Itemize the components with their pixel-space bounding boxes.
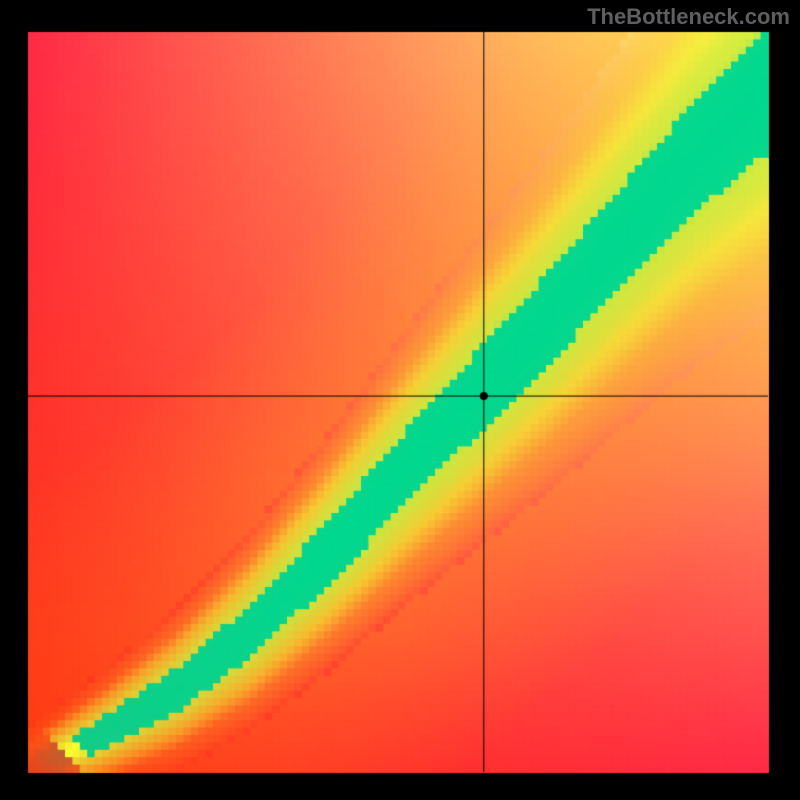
bottleneck-heatmap bbox=[0, 0, 800, 800]
attribution-text: TheBottleneck.com bbox=[587, 4, 790, 30]
